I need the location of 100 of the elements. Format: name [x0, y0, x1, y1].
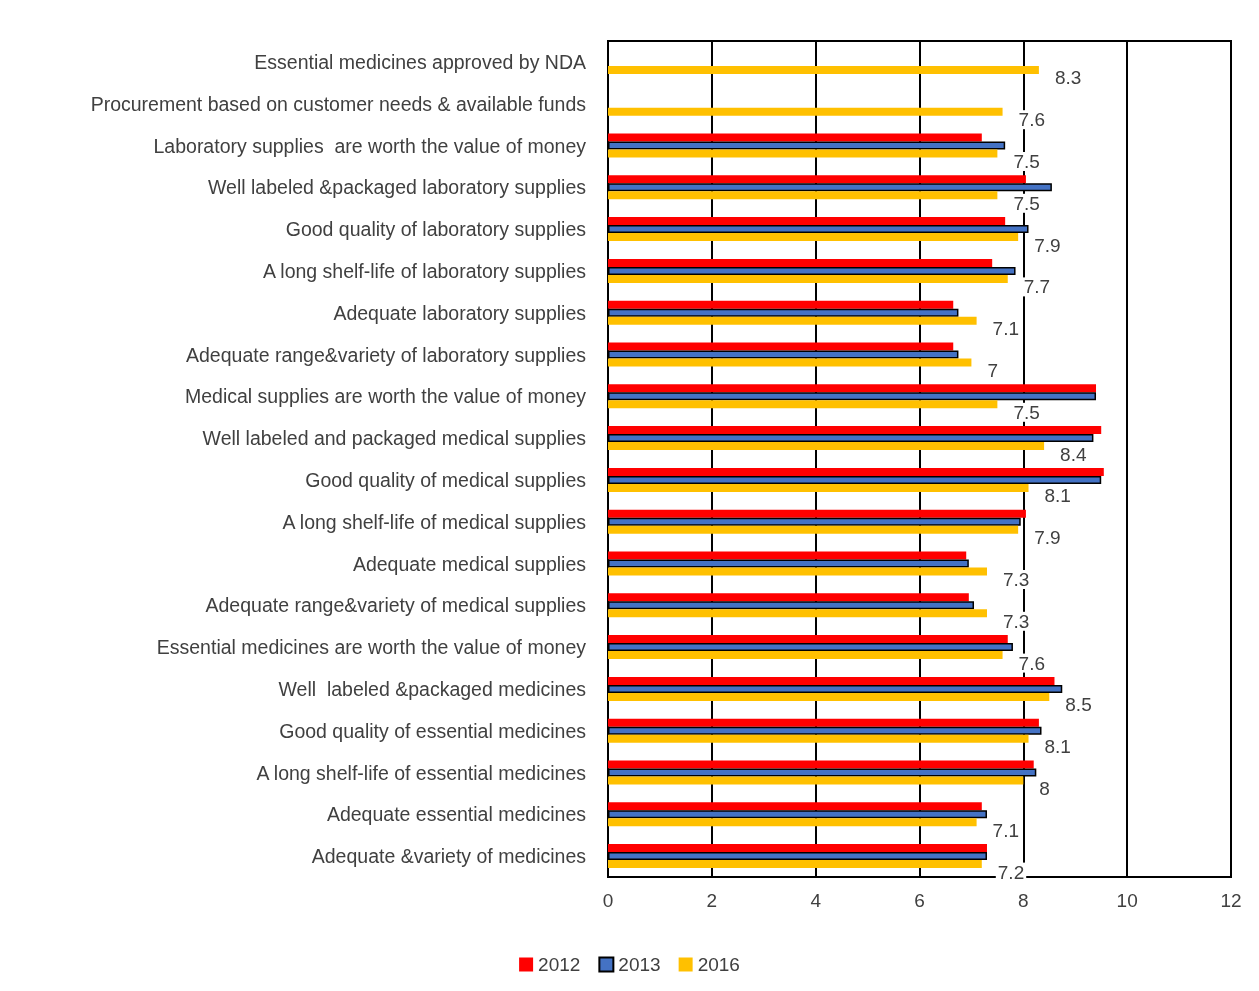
bar — [608, 760, 1034, 769]
bar — [608, 400, 998, 409]
bar — [608, 676, 1055, 685]
y-tick-label: Essential medicines are worth the value of money — [156, 636, 587, 659]
y-tick-label: Medical supplies are worth the value of money — [184, 385, 587, 408]
bar — [608, 601, 975, 610]
bar — [608, 567, 987, 576]
data-label: 7.1 — [992, 318, 1020, 340]
x-tick-label: 4 — [810, 890, 822, 911]
y-tick-label: Procurement based on customer needs & available funds — [90, 92, 587, 115]
bar — [608, 426, 1102, 435]
bar — [608, 593, 969, 602]
bar — [608, 718, 1039, 727]
bar — [608, 217, 1006, 226]
bar — [608, 810, 987, 819]
data-label: 8.1 — [1044, 485, 1071, 507]
y-tick-label: Adequate range&variety of laboratory supplies — [186, 343, 587, 366]
y-tick-label: A long shelf-life of essential medicines — [256, 761, 587, 784]
bar — [608, 525, 1019, 534]
y-tick-label: Adequate &variety of medicines — [311, 845, 587, 868]
y-tick-label: A long shelf-life of laboratory supplies — [262, 259, 587, 282]
bar — [608, 434, 1094, 443]
y-tick-label: Adequate laboratory supplies — [333, 301, 587, 324]
bar — [608, 141, 1006, 150]
bar — [608, 483, 1029, 492]
bar — [608, 107, 1003, 116]
bar — [608, 818, 977, 827]
bar — [608, 467, 1104, 476]
y-tick-label: Adequate medical supplies — [352, 552, 587, 575]
y-tick-label: Adequate range&variety of medical supplies — [205, 594, 587, 617]
bar — [608, 860, 982, 869]
data-label: 7.3 — [1002, 569, 1030, 590]
bar — [608, 149, 998, 158]
bar — [608, 684, 1063, 693]
bar — [608, 133, 982, 142]
bar — [608, 65, 1039, 74]
bar — [608, 776, 1024, 785]
data-label: 8.5 — [1065, 694, 1092, 716]
bar — [608, 844, 987, 853]
x-tick-label: 12 — [1220, 890, 1242, 911]
y-tick-label: Well labeled and packaged medical supplies — [202, 427, 587, 450]
data-label: 7.5 — [1013, 401, 1040, 423]
bar — [608, 635, 1008, 644]
bar — [608, 350, 959, 359]
bar — [608, 384, 1097, 393]
data-label: 8.1 — [1044, 736, 1071, 758]
y-tick-label: Good quality of essential medicines — [279, 719, 587, 742]
bar — [608, 233, 1019, 242]
bar — [608, 517, 1021, 526]
data-label: 7.3 — [1002, 610, 1030, 632]
data-label: 7.2 — [997, 861, 1025, 883]
bar — [608, 274, 1008, 283]
x-tick-label: 2 — [706, 890, 718, 911]
bar — [608, 358, 972, 367]
data-label: 7.5 — [1013, 192, 1040, 214]
bar — [608, 651, 1003, 660]
bar — [608, 316, 977, 325]
bar — [608, 342, 954, 351]
data-label: 7.7 — [1023, 276, 1051, 298]
bar — [608, 802, 982, 811]
data-label: 7 — [987, 360, 998, 381]
data-label: 7.6 — [1018, 652, 1045, 674]
data-label: 7.9 — [1034, 527, 1061, 549]
bar — [608, 852, 987, 861]
y-tick-label: Good quality of medical supplies — [305, 468, 587, 491]
bar — [608, 609, 987, 618]
legend-label: 2016 — [697, 954, 740, 975]
data-label: 7.1 — [992, 819, 1020, 841]
legend-label: 2013 — [618, 954, 661, 975]
x-tick-label: 8 — [1018, 890, 1029, 911]
bar — [608, 191, 998, 200]
data-label: 8.3 — [1054, 67, 1082, 89]
y-tick-label: Well labeled &packaged laboratory supplies — [208, 176, 587, 199]
y-tick-label: Laboratory supplies are worth the value of money — [153, 134, 587, 157]
data-label: 7.9 — [1034, 234, 1061, 256]
bar — [608, 266, 1016, 275]
bar — [608, 734, 1029, 743]
bar — [608, 175, 1026, 184]
bar — [608, 551, 967, 560]
bar — [608, 442, 1045, 451]
data-label: 8 — [1039, 778, 1050, 799]
x-tick-label: 10 — [1116, 890, 1138, 911]
y-tick-label: A long shelf-life of medical supplies — [282, 510, 587, 533]
bar — [608, 308, 959, 317]
bar — [608, 559, 969, 568]
y-tick-label: Good quality of laboratory supplies — [285, 218, 587, 241]
x-tick-label: 6 — [914, 890, 925, 911]
y-tick-label: Adequate essential medicines — [326, 803, 587, 826]
x-tick-label: 0 — [602, 890, 614, 911]
legend-label: 2012 — [538, 954, 581, 975]
bar — [608, 258, 993, 267]
bar — [608, 726, 1042, 735]
bar — [608, 643, 1013, 652]
data-label: 8.4 — [1060, 443, 1087, 465]
y-tick-label: Well labeled &packaged medicines — [278, 677, 587, 700]
y-tick-label: Essential medicines approved by NDA — [254, 50, 586, 73]
data-label: 7.6 — [1018, 109, 1045, 131]
bar — [608, 300, 954, 309]
bar — [608, 475, 1102, 484]
data-label: 7.5 — [1013, 151, 1040, 172]
